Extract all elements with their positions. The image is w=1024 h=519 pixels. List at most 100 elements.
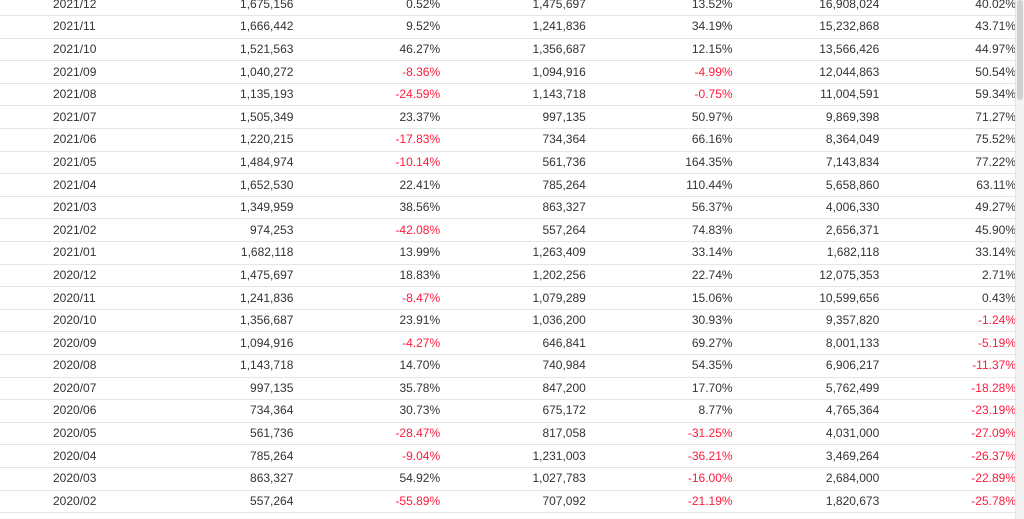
value-3-cell: 16,908,024 (732, 0, 880, 17)
table-row: 2021/05 1,484,974 -10.14% 561,736 164.35% 7,1… (0, 151, 1016, 175)
value-2-cell: 675,172 (440, 399, 586, 423)
table-row: 2020/07 997,135 35.78% 847,200 17.70% 5,762,4… (0, 377, 1016, 401)
value-1-cell: 863,327 (150, 467, 294, 491)
percent-3-cell: 2.71% (879, 264, 1016, 288)
percent-1-cell: 9.52% (293, 15, 441, 39)
percent-1-cell: -4.27% (293, 331, 441, 355)
percent-1-cell: -28.47% (293, 422, 441, 446)
vertical-scrollbar[interactable] (1015, 0, 1024, 519)
percent-3-cell: -23.19% (879, 399, 1016, 423)
table-row: 2021/03 1,349,959 38.56% 863,327 56.37% 4,006… (0, 196, 1016, 220)
value-1-cell: 785,264 (150, 444, 294, 468)
percent-1-cell: 23.37% (293, 105, 441, 130)
table-row: 2021/12 1,675,156 0.52% 1,475,697 13.52% 16,9… (0, 0, 1016, 17)
percent-3-cell: 77.22% (879, 151, 1016, 175)
value-2-cell: 863,327 (440, 196, 586, 220)
value-3-cell: 2,656,371 (732, 218, 880, 243)
percent-2-cell: 34.19% (585, 15, 733, 39)
value-2-cell: 646,841 (440, 331, 586, 355)
percent-3-cell: -22.89% (879, 467, 1016, 491)
value-1-cell: 734,364 (150, 399, 294, 423)
percent-2-cell: 30.93% (585, 309, 733, 333)
percent-3-cell: -26.37% (879, 444, 1016, 468)
percent-1-cell: -8.47% (293, 286, 441, 310)
value-2-cell: 1,202,256 (440, 264, 586, 288)
value-2-cell: 1,263,409 (440, 241, 586, 265)
percent-3-cell: 71.27% (879, 105, 1016, 130)
percent-2-cell: -0.75% (585, 83, 733, 107)
month-cell: 2021/04 (0, 173, 151, 197)
percent-2-cell: -21.19% (585, 490, 733, 514)
table-row: 2020/12 1,475,697 18.83% 1,202,256 22.74% 12,… (0, 264, 1016, 288)
percent-1-cell: -9.04% (293, 444, 441, 468)
percent-3-cell: -25.78% (879, 490, 1016, 514)
percent-2-cell: 12.15% (585, 38, 733, 62)
value-3-cell: 2,684,000 (732, 467, 880, 491)
percent-3-cell: 33.14% (879, 241, 1016, 265)
percent-1-cell: 13.99% (293, 241, 441, 265)
value-1-cell: 1,666,442 (150, 15, 294, 39)
table-row: 2021/10 1,521,563 46.27% 1,356,687 12.15% 13,… (0, 38, 1016, 62)
value-3-cell: 3,469,264 (732, 444, 880, 468)
month-cell: 2021/02 (0, 218, 151, 243)
percent-2-cell: 74.83% (585, 218, 733, 243)
percent-2-cell: -16.00% (585, 467, 733, 491)
table-row: 2020/09 1,094,916 -4.27% 646,841 69.27% 8,001… (0, 331, 1016, 355)
value-2-cell: 1,143,718 (440, 83, 586, 107)
percent-1-cell: -8.36% (293, 60, 441, 84)
table-row: 2021/07 1,505,349 23.37% 997,135 50.97% 9,869… (0, 105, 1016, 130)
value-2-cell: 997,135 (440, 105, 586, 130)
value-3-cell: 10,599,656 (732, 286, 880, 310)
value-1-cell: 1,040,272 (150, 60, 294, 84)
scrollbar-thumb[interactable] (1017, 0, 1023, 100)
value-3-cell: 9,357,820 (732, 309, 880, 333)
percent-3-cell: 43.71% (879, 15, 1016, 39)
value-2-cell: 707,092 (440, 490, 586, 514)
month-cell: 2021/09 (0, 60, 151, 84)
percent-1-cell: -10.14% (293, 151, 441, 175)
value-3-cell: 1,682,118 (732, 241, 880, 265)
percent-2-cell: 56.37% (585, 196, 733, 220)
table-row: 2020/04 785,264 -9.04% 1,231,003 -36.21% 3,46… (0, 444, 1016, 468)
month-cell: 2021/01 (0, 241, 151, 265)
value-1-cell: 1,675,156 (150, 0, 294, 17)
percent-2-cell: 69.27% (585, 331, 733, 355)
month-cell: 2021/10 (0, 38, 151, 62)
month-cell: 2021/07 (0, 105, 151, 130)
value-3-cell: 4,765,364 (732, 399, 880, 423)
value-1-cell: 1,521,563 (150, 38, 294, 62)
month-cell: 2021/05 (0, 151, 151, 175)
value-3-cell: 5,658,860 (732, 173, 880, 197)
value-2-cell: 1,475,697 (440, 0, 586, 17)
value-2-cell: 785,264 (440, 173, 586, 197)
value-1-cell: 997,135 (150, 377, 294, 401)
month-cell: 2020/09 (0, 331, 151, 355)
percent-2-cell: 164.35% (585, 151, 733, 175)
percent-2-cell: -31.25% (585, 422, 733, 446)
value-1-cell: 557,264 (150, 490, 294, 514)
table-row: 2020/06 734,364 30.73% 675,172 8.77% 4,765,36… (0, 399, 1016, 423)
percent-3-cell: 0.43% (879, 286, 1016, 310)
value-3-cell: 7,143,834 (732, 151, 880, 175)
percent-3-cell: -18.28% (879, 377, 1016, 401)
month-cell: 2021/08 (0, 83, 151, 107)
percent-1-cell: 14.70% (293, 354, 441, 378)
value-1-cell: 1,220,215 (150, 128, 294, 152)
table-row: 2020/02 557,264 -55.89% 707,092 -21.19% 1,820… (0, 490, 1016, 514)
table-row: 2021/09 1,040,272 -8.36% 1,094,916 -4.99% 12,… (0, 60, 1016, 84)
percent-2-cell: 22.74% (585, 264, 733, 288)
table-row: 2020/05 561,736 -28.47% 817,058 -31.25% 4,031… (0, 422, 1016, 446)
percent-1-cell: 30.73% (293, 399, 441, 423)
value-2-cell: 1,241,836 (440, 15, 586, 39)
percent-3-cell: 44.97% (879, 38, 1016, 62)
percent-2-cell: 33.14% (585, 241, 733, 265)
value-1-cell: 1,484,974 (150, 151, 294, 175)
value-2-cell: 561,736 (440, 151, 586, 175)
percent-2-cell: 8.77% (585, 399, 733, 423)
value-3-cell: 5,762,499 (732, 377, 880, 401)
value-1-cell: 1,143,718 (150, 354, 294, 378)
value-3-cell: 11,004,591 (732, 83, 880, 107)
